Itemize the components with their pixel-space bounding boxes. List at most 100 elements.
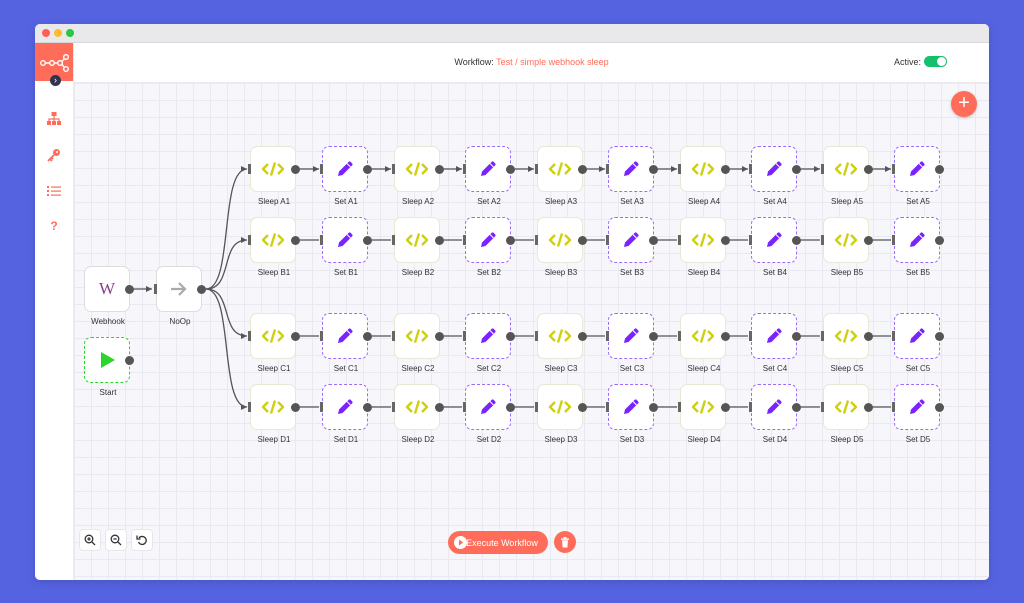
input-port[interactable] (606, 164, 609, 174)
output-port[interactable] (578, 332, 587, 341)
output-port[interactable] (125, 285, 134, 294)
set-d2-node[interactable]: Set D2 (463, 384, 515, 444)
sleep-d1-node[interactable]: Sleep D1 (248, 384, 300, 444)
set-d5-node[interactable]: Set D5 (892, 384, 944, 444)
sleep-c5-node[interactable]: Sleep C5 (821, 313, 873, 373)
output-port[interactable] (864, 236, 873, 245)
sleep-d3-node[interactable]: Sleep D3 (535, 384, 587, 444)
set-b4-node[interactable]: Set B4 (749, 217, 801, 277)
input-port[interactable] (463, 331, 466, 341)
input-port[interactable] (749, 331, 752, 341)
output-port[interactable] (792, 236, 801, 245)
output-port[interactable] (125, 356, 134, 365)
sleep-c1-node[interactable]: Sleep C1 (248, 313, 300, 373)
output-port[interactable] (721, 165, 730, 174)
sleep-b1-node[interactable]: Sleep B1 (248, 217, 300, 277)
output-port[interactable] (291, 165, 300, 174)
input-port[interactable] (535, 402, 538, 412)
collapse-sidebar-button[interactable]: › (50, 75, 61, 86)
output-port[interactable] (578, 403, 587, 412)
input-port[interactable] (749, 235, 752, 245)
input-port[interactable] (463, 402, 466, 412)
set-a5-node[interactable]: Set A5 (892, 146, 944, 206)
output-port[interactable] (291, 236, 300, 245)
list-icon[interactable] (46, 183, 62, 199)
sleep-c2-node[interactable]: Sleep C2 (392, 313, 444, 373)
input-port[interactable] (248, 235, 251, 245)
set-a4-node[interactable]: Set A4 (749, 146, 801, 206)
input-port[interactable] (463, 164, 466, 174)
input-port[interactable] (154, 284, 157, 294)
output-port[interactable] (363, 236, 372, 245)
output-port[interactable] (864, 332, 873, 341)
output-port[interactable] (435, 236, 444, 245)
set-c3-node[interactable]: Set C3 (606, 313, 658, 373)
sitemap-icon[interactable] (46, 111, 62, 127)
input-port[interactable] (320, 402, 323, 412)
output-port[interactable] (578, 165, 587, 174)
input-port[interactable] (320, 235, 323, 245)
input-port[interactable] (606, 331, 609, 341)
sleep-a4-node[interactable]: Sleep A4 (678, 146, 730, 206)
sleep-c4-node[interactable]: Sleep C4 (678, 313, 730, 373)
output-port[interactable] (435, 165, 444, 174)
input-port[interactable] (392, 331, 395, 341)
workflow-name[interactable]: Test / simple webhook sleep (496, 57, 609, 67)
input-port[interactable] (606, 235, 609, 245)
input-port[interactable] (248, 402, 251, 412)
input-port[interactable] (892, 164, 895, 174)
input-port[interactable] (892, 331, 895, 341)
output-port[interactable] (363, 165, 372, 174)
set-c4-node[interactable]: Set C4 (749, 313, 801, 373)
add-node-button[interactable]: + (951, 91, 977, 117)
sleep-a5-node[interactable]: Sleep A5 (821, 146, 873, 206)
set-c1-node[interactable]: Set C1 (320, 313, 372, 373)
output-port[interactable] (291, 403, 300, 412)
input-port[interactable] (535, 331, 538, 341)
set-a2-node[interactable]: Set A2 (463, 146, 515, 206)
minimize-dot-icon[interactable] (54, 29, 62, 37)
close-dot-icon[interactable] (42, 29, 50, 37)
input-port[interactable] (821, 331, 824, 341)
sleep-d5-node[interactable]: Sleep D5 (821, 384, 873, 444)
key-icon[interactable] (46, 147, 62, 163)
input-port[interactable] (821, 402, 824, 412)
zoom-out-button[interactable] (105, 529, 127, 551)
reset-zoom-button[interactable] (131, 529, 153, 551)
output-port[interactable] (792, 332, 801, 341)
sleep-a1-node[interactable]: Sleep A1 (248, 146, 300, 206)
output-port[interactable] (864, 403, 873, 412)
output-port[interactable] (721, 403, 730, 412)
output-port[interactable] (363, 332, 372, 341)
input-port[interactable] (821, 164, 824, 174)
noop-node[interactable]: NoOp (154, 266, 206, 326)
output-port[interactable] (649, 165, 658, 174)
execute-workflow-button[interactable]: Execute Workflow (448, 531, 548, 554)
output-port[interactable] (935, 403, 944, 412)
input-port[interactable] (248, 331, 251, 341)
help-icon[interactable]: ? (50, 219, 58, 233)
active-toggle[interactable] (924, 56, 947, 67)
maximize-dot-icon[interactable] (66, 29, 74, 37)
n8n-logo[interactable] (35, 43, 73, 81)
set-a3-node[interactable]: Set A3 (606, 146, 658, 206)
output-port[interactable] (864, 165, 873, 174)
input-port[interactable] (320, 331, 323, 341)
set-c2-node[interactable]: Set C2 (463, 313, 515, 373)
delete-button[interactable] (554, 531, 576, 553)
zoom-in-button[interactable] (79, 529, 101, 551)
set-d1-node[interactable]: Set D1 (320, 384, 372, 444)
input-port[interactable] (678, 235, 681, 245)
input-port[interactable] (892, 402, 895, 412)
output-port[interactable] (792, 403, 801, 412)
sleep-b3-node[interactable]: Sleep B3 (535, 217, 587, 277)
input-port[interactable] (248, 164, 251, 174)
output-port[interactable] (291, 332, 300, 341)
output-port[interactable] (649, 332, 658, 341)
output-port[interactable] (197, 285, 206, 294)
input-port[interactable] (678, 402, 681, 412)
output-port[interactable] (506, 332, 515, 341)
output-port[interactable] (721, 332, 730, 341)
output-port[interactable] (649, 236, 658, 245)
input-port[interactable] (392, 164, 395, 174)
